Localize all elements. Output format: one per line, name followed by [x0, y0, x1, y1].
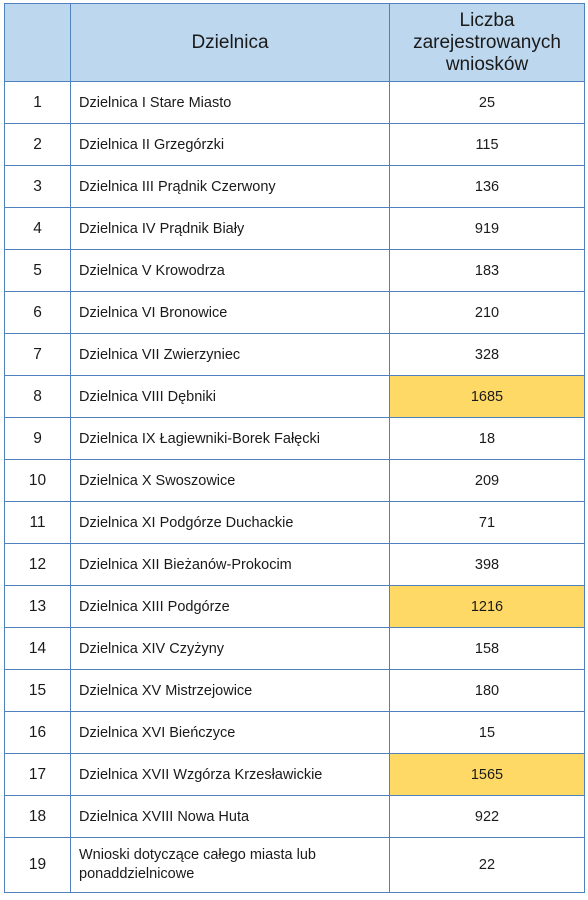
header-number — [4, 3, 71, 82]
application-count-highlighted: 1565 — [389, 753, 585, 796]
table-row: 1 Dzielnica I Stare Miasto 25 — [4, 81, 585, 124]
district-name: Wnioski dotyczące całego miasta lub ponad… — [70, 837, 390, 893]
row-number: 16 — [4, 711, 71, 754]
table-row: 8 Dzielnica VIII Dębniki 1685 — [4, 375, 585, 418]
row-number: 17 — [4, 753, 71, 796]
table-body: 1 Dzielnica I Stare Miasto 25 2 Dzielnica II… — [4, 81, 585, 893]
row-number: 2 — [4, 123, 71, 166]
district-name: Dzielnica XII Bieżanów-Prokocim — [70, 543, 390, 586]
header-count-line: wniosków — [445, 53, 529, 75]
application-count: 115 — [389, 123, 585, 166]
header-row: Dzielnica Liczba zarejestrowanych wniosk… — [4, 3, 585, 82]
application-count: 180 — [389, 669, 585, 712]
row-number: 14 — [4, 627, 71, 670]
application-count: 71 — [389, 501, 585, 544]
district-name-line: ponaddzielnicowe — [79, 866, 195, 882]
table-row: 4 Dzielnica IV Prądnik Biały 919 — [4, 207, 585, 250]
table-row: 3 Dzielnica III Prądnik Czerwony 136 — [4, 165, 585, 208]
table-row: 17 Dzielnica XVII Wzgórza Krzesławickie 15… — [4, 753, 585, 796]
districts-table: Dzielnica Liczba zarejestrowanych wniosk… — [4, 3, 585, 893]
row-number: 8 — [4, 375, 71, 418]
table-row: 11 Dzielnica XI Podgórze Duchackie 71 — [4, 501, 585, 544]
application-count: 209 — [389, 459, 585, 502]
table-row: 5 Dzielnica V Krowodrza 183 — [4, 249, 585, 292]
district-name: Dzielnica VIII Dębniki — [70, 375, 390, 418]
district-name: Dzielnica VII Zwierzyniec — [70, 333, 390, 376]
header-district: Dzielnica — [70, 3, 390, 82]
row-number: 3 — [4, 165, 71, 208]
district-name: Dzielnica XVIII Nowa Huta — [70, 795, 390, 838]
header-count-line: zarejestrowanych — [413, 31, 561, 53]
row-number: 19 — [4, 837, 71, 893]
district-name: Dzielnica XV Mistrzejowice — [70, 669, 390, 712]
row-number: 18 — [4, 795, 71, 838]
table-row: 14 Dzielnica XIV Czyżyny 158 — [4, 627, 585, 670]
table-row: 13 Dzielnica XIII Podgórze 1216 — [4, 585, 585, 628]
district-name: Dzielnica XVI Bieńczyce — [70, 711, 390, 754]
row-number: 7 — [4, 333, 71, 376]
row-number: 10 — [4, 459, 71, 502]
application-count: 183 — [389, 249, 585, 292]
table-row: 9 Dzielnica IX Łagiewniki-Borek Fałęcki 18 — [4, 417, 585, 460]
table-row: 7 Dzielnica VII Zwierzyniec 328 — [4, 333, 585, 376]
application-count: 18 — [389, 417, 585, 460]
row-number: 9 — [4, 417, 71, 460]
table-row: 15 Dzielnica XV Mistrzejowice 180 — [4, 669, 585, 712]
district-name: Dzielnica V Krowodrza — [70, 249, 390, 292]
table-row: 2 Dzielnica II Grzegórzki 115 — [4, 123, 585, 166]
district-name: Dzielnica XIV Czyżyny — [70, 627, 390, 670]
application-count: 210 — [389, 291, 585, 334]
application-count-highlighted: 1685 — [389, 375, 585, 418]
application-count: 328 — [389, 333, 585, 376]
row-number: 15 — [4, 669, 71, 712]
application-count: 136 — [389, 165, 585, 208]
district-name: Dzielnica XVII Wzgórza Krzesławickie — [70, 753, 390, 796]
header-count-line: Liczba — [459, 9, 515, 31]
application-count: 919 — [389, 207, 585, 250]
table-row: 12 Dzielnica XII Bieżanów-Prokocim 398 — [4, 543, 585, 586]
application-count: 22 — [389, 837, 585, 893]
table-row: 16 Dzielnica XVI Bieńczyce 15 — [4, 711, 585, 754]
district-name: Dzielnica XI Podgórze Duchackie — [70, 501, 390, 544]
application-count: 15 — [389, 711, 585, 754]
application-count-highlighted: 1216 — [389, 585, 585, 628]
district-name: Dzielnica IV Prądnik Biały — [70, 207, 390, 250]
district-name: Dzielnica XIII Podgórze — [70, 585, 390, 628]
header-count: Liczba zarejestrowanych wniosków — [389, 3, 585, 82]
district-name: Dzielnica II Grzegórzki — [70, 123, 390, 166]
district-name: Dzielnica IX Łagiewniki-Borek Fałęcki — [70, 417, 390, 460]
row-number: 4 — [4, 207, 71, 250]
application-count: 158 — [389, 627, 585, 670]
table-row: 10 Dzielnica X Swoszowice 209 — [4, 459, 585, 502]
row-number: 13 — [4, 585, 71, 628]
row-number: 1 — [4, 81, 71, 124]
district-name: Dzielnica X Swoszowice — [70, 459, 390, 502]
district-name-line: Wnioski dotyczące całego miasta lub — [79, 847, 316, 863]
row-number: 12 — [4, 543, 71, 586]
district-name: Dzielnica VI Bronowice — [70, 291, 390, 334]
table-row: 6 Dzielnica VI Bronowice 210 — [4, 291, 585, 334]
application-count: 25 — [389, 81, 585, 124]
row-number: 5 — [4, 249, 71, 292]
table-row: 19 Wnioski dotyczące całego miasta lub pon… — [4, 837, 585, 893]
row-number: 11 — [4, 501, 71, 544]
row-number: 6 — [4, 291, 71, 334]
district-name: Dzielnica III Prądnik Czerwony — [70, 165, 390, 208]
application-count: 922 — [389, 795, 585, 838]
table-row: 18 Dzielnica XVIII Nowa Huta 922 — [4, 795, 585, 838]
district-name: Dzielnica I Stare Miasto — [70, 81, 390, 124]
application-count: 398 — [389, 543, 585, 586]
